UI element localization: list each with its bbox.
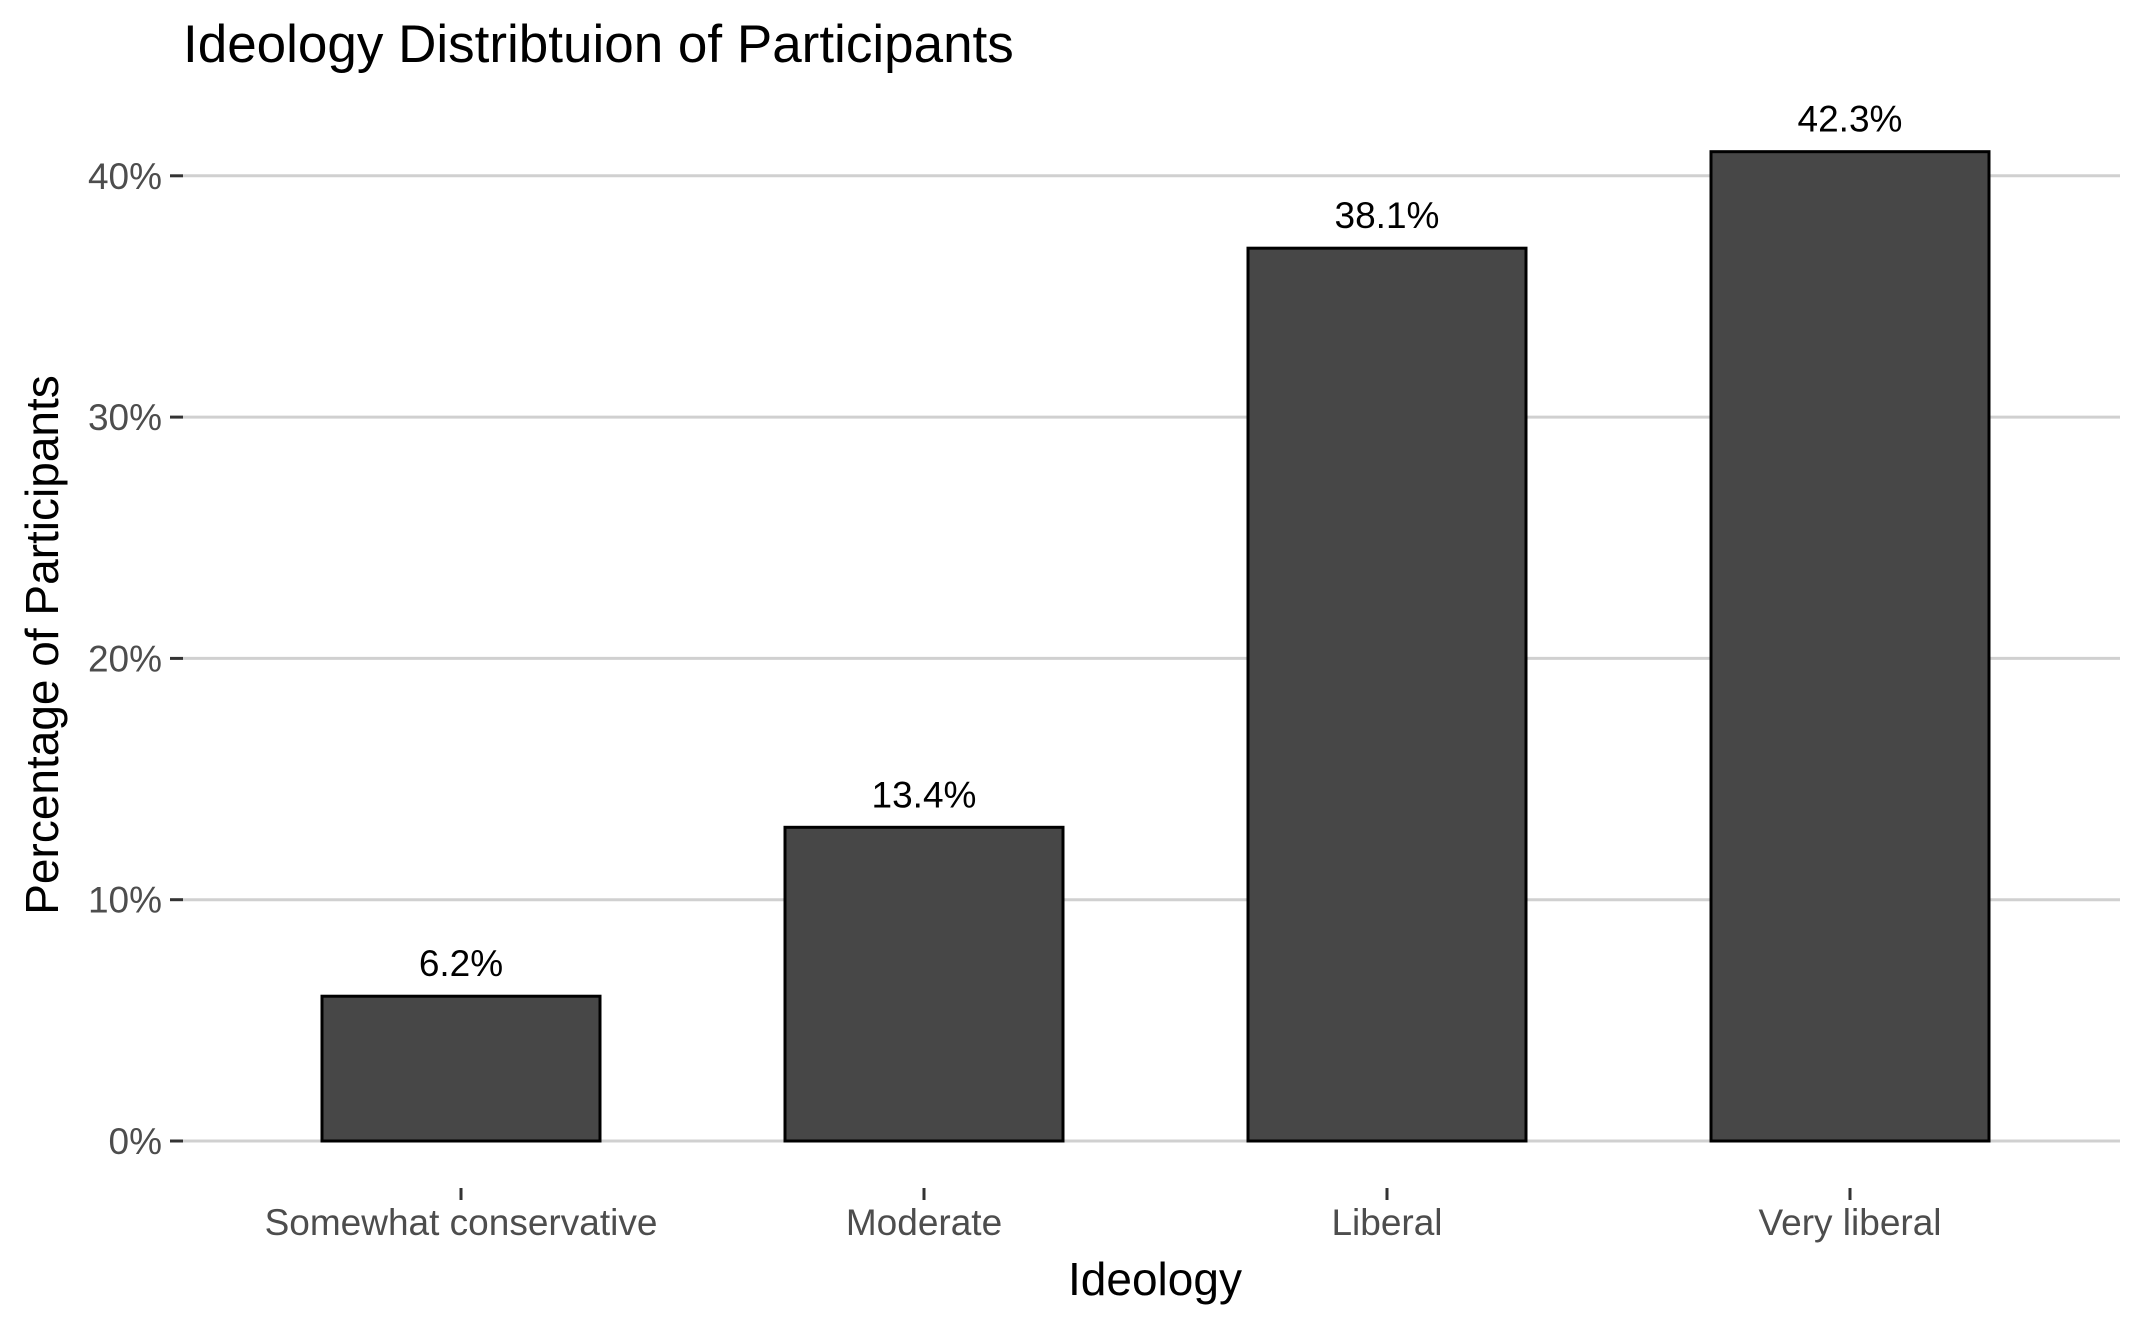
chart-title: Ideology Distribtuion of Participants	[183, 15, 1014, 74]
x-axis-title: Ideology	[1068, 1253, 1242, 1305]
y-tick-label: 40%	[88, 156, 162, 197]
x-axis: Somewhat conservative Moderate Liberal Very…	[265, 1188, 1942, 1243]
data-labels: 6.2% 13.4% 38.1% 42.3%	[419, 99, 1903, 985]
x-tick-label: Liberal	[1331, 1202, 1442, 1243]
bar	[1246, 246, 1528, 1143]
y-tick-label: 30%	[88, 397, 162, 438]
bar-data-label: 6.2%	[419, 943, 503, 984]
bar-data-label: 13.4%	[872, 774, 977, 815]
y-axis-title: Percentage of Participants	[16, 375, 68, 915]
y-tick-label: 20%	[88, 638, 162, 679]
bars	[320, 150, 1991, 1143]
x-tick-label: Somewhat conservative	[265, 1202, 658, 1243]
y-tick-label: 0%	[109, 1121, 162, 1162]
bar	[1709, 150, 1991, 1143]
bar	[783, 825, 1065, 1143]
y-tick-label: 10%	[88, 880, 162, 921]
bar-data-label: 42.3%	[1798, 99, 1903, 140]
y-axis: 0% 10% 20% 30% 40%	[88, 156, 183, 1162]
x-tick-label: Very liberal	[1758, 1202, 1941, 1243]
bar	[320, 994, 602, 1143]
x-tick-label: Moderate	[846, 1202, 1002, 1243]
bar-data-label: 38.1%	[1335, 195, 1440, 236]
